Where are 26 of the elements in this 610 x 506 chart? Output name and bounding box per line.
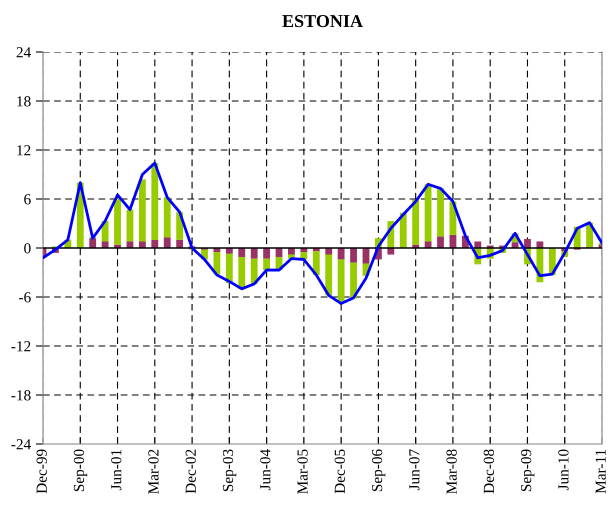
y-tick-label: 12	[17, 145, 30, 156]
x-tick-label: Jun-01	[111, 450, 122, 490]
x-tick-label: Mar-11	[596, 450, 606, 494]
x-tick-label: Dec-99	[36, 449, 47, 494]
x-tick-label: Jun-07	[409, 449, 420, 490]
x-tick-label: Sep-03	[222, 449, 236, 492]
x-tick-label: Mar-08	[446, 449, 457, 494]
y-tick-label: -24	[11, 439, 31, 450]
x-tick-label: Sep-06	[372, 449, 386, 492]
y-tick-label: 6	[24, 194, 31, 204]
x-tick-label: Mar-05	[297, 449, 308, 494]
y-tick-label: 0	[24, 243, 31, 254]
y-tick-label: -12	[11, 341, 30, 352]
x-tick-label: Dec-02	[186, 450, 196, 494]
y-tick-label: 18	[17, 96, 31, 106]
y-tick-label: -18	[11, 390, 31, 400]
x-tick-label: Jun-04	[260, 449, 270, 490]
chart-title: ESTONIA	[282, 15, 363, 28]
y-tick-label: 24	[16, 47, 31, 58]
x-tick-label: Sep-00	[74, 449, 88, 492]
x-tick-label: Dec-05	[334, 449, 345, 494]
x-tick-label: Sep-09	[520, 449, 534, 492]
y-tick-label: -6	[19, 292, 31, 302]
x-tick-label: Mar-02	[148, 450, 159, 494]
x-tick-label: Jun-10	[558, 449, 569, 490]
x-tick-label: Dec-08	[484, 449, 494, 494]
